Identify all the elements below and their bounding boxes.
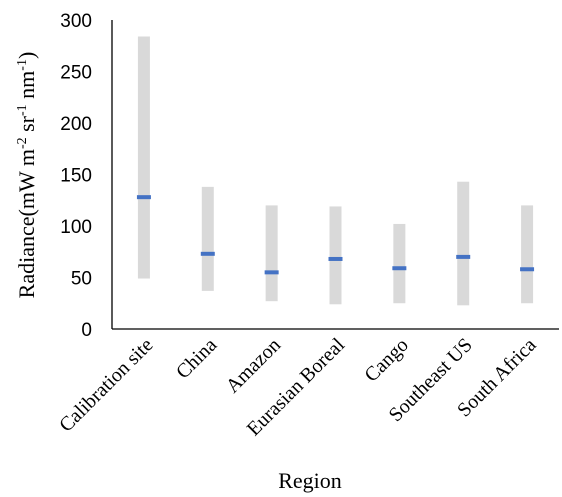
range-bar (329, 206, 342, 305)
y-axis-title: Radiance(mW m-2 sr-1 nm-1) (14, 52, 39, 299)
y-tick-label: 0 (81, 320, 92, 341)
y-axis-title-mid1: sr (14, 115, 39, 137)
y-tick-labels: 0 50 100 150 200 250 300 (60, 11, 92, 341)
x-tick-label: Amazon (222, 334, 285, 397)
range-bar (265, 205, 278, 302)
range-bar (201, 186, 214, 291)
y-tick-label: 300 (60, 11, 92, 32)
y-tick-label: 200 (60, 114, 92, 135)
x-tick-label: Calibration site (55, 334, 157, 436)
y-tick-label: 50 (71, 269, 92, 290)
x-tick-label: Cango (360, 334, 412, 386)
y-axis-title-main: Radiance(mW m (14, 149, 39, 298)
y-tick-label: 250 (60, 63, 92, 84)
range-bar (393, 223, 406, 304)
range-bar (137, 36, 150, 279)
y-axis-title-exp2: -1 (15, 104, 30, 116)
range-bars (137, 36, 534, 306)
x-tick-label: China (172, 334, 221, 383)
y-axis-title-exp1: -2 (15, 137, 30, 149)
y-axis-title-end: ) (14, 52, 39, 59)
y-axis-title-mid2: nm (14, 71, 39, 105)
range-bar (521, 205, 534, 304)
y-tick-label: 150 (60, 166, 92, 187)
y-tick-label: 100 (60, 217, 92, 238)
range-bar (457, 181, 470, 306)
x-axis-title: Region (278, 468, 342, 493)
median-markers (136, 195, 535, 275)
y-axis-title-exp3: -1 (15, 59, 30, 71)
